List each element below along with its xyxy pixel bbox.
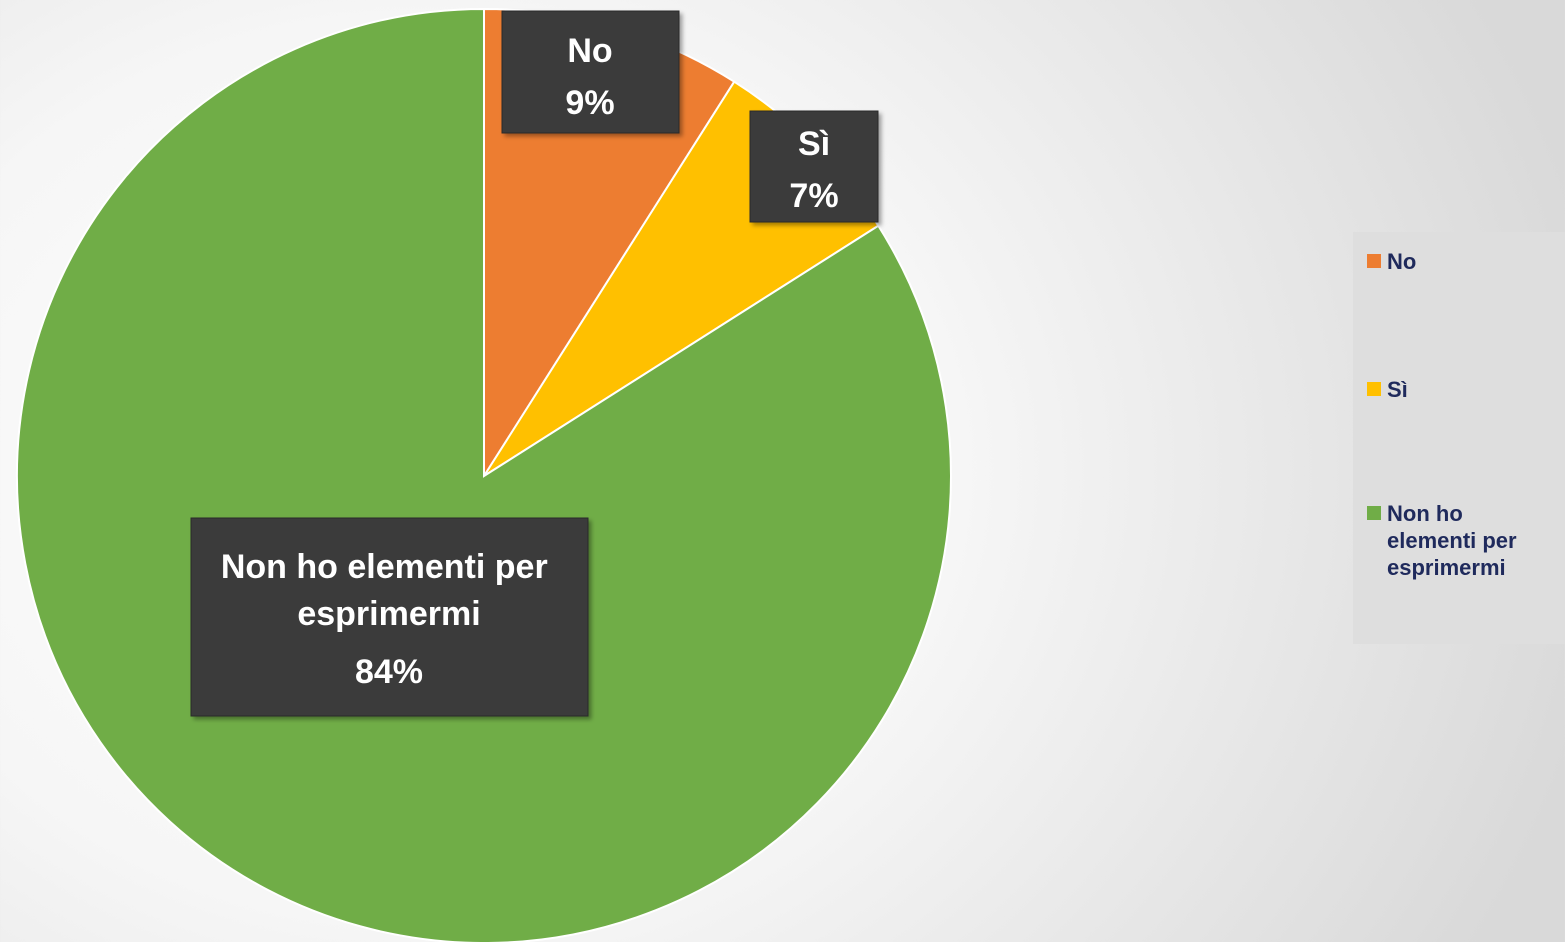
legend-item-non-ho: Non ho elementi per esprimermi <box>1367 500 1537 581</box>
data-label-si: Sì 7% <box>749 110 879 223</box>
data-label-si-value: 7% <box>789 177 838 215</box>
data-label-non-ho-value: 84% <box>355 653 423 691</box>
data-label-si-name: Sì <box>798 125 830 163</box>
legend-swatch-si <box>1367 382 1381 396</box>
data-label-non-ho-name: Non ho elementi per esprimermi <box>221 548 557 633</box>
data-label-non-ho: Non ho elementi per esprimermi 84% <box>190 517 589 717</box>
legend-item-si: Sì <box>1367 376 1565 403</box>
data-label-non-ho-box <box>190 517 589 717</box>
data-label-non-ho-line1: Non ho elementi per <box>221 548 548 586</box>
legend-label-non-ho: Non ho elementi per esprimermi <box>1387 501 1517 580</box>
legend-label-si: Sì <box>1387 377 1408 402</box>
data-label-no-box <box>501 10 680 134</box>
data-label-no-value: 9% <box>565 84 614 122</box>
legend-swatch-non-ho <box>1367 506 1381 520</box>
legend-swatch-no <box>1367 254 1381 268</box>
data-label-non-ho-line2: esprimermi <box>297 595 480 633</box>
legend: No Sì Non ho elementi per esprimermi <box>1353 232 1565 644</box>
data-label-si-box <box>749 110 879 223</box>
legend-item-no: No <box>1367 248 1565 275</box>
data-label-no-name: No <box>567 32 612 70</box>
data-label-no: No 9% <box>501 10 680 134</box>
legend-label-no: No <box>1387 249 1417 274</box>
